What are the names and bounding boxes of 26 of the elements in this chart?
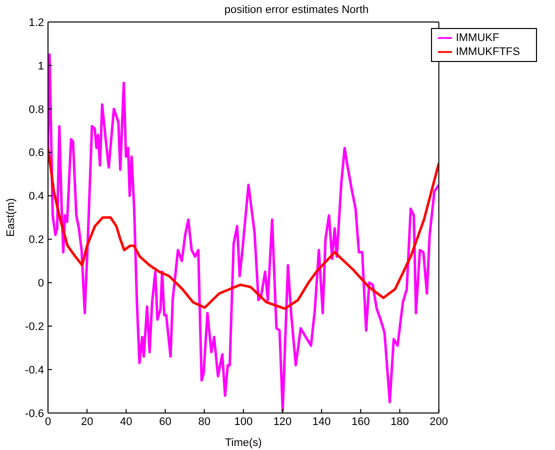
x-tick-label: 120	[273, 416, 292, 428]
y-tick-label: -0.6	[25, 408, 44, 420]
y-tick-label: -0.2	[25, 321, 44, 334]
x-tick-label: 60	[159, 416, 172, 428]
y-axis-title: East(m)	[4, 198, 17, 237]
x-tick-label: 200	[430, 416, 448, 428]
y-tick-label: 0	[38, 278, 44, 290]
x-axis-title: Time(s)	[224, 437, 262, 449]
legend-label: IMMUKFTFS	[456, 46, 520, 58]
y-tick-label: -0.4	[25, 364, 44, 376]
x-tick-label: 80	[198, 416, 210, 428]
x-tick-label: 160	[351, 416, 370, 428]
x-tick-label: 100	[234, 416, 253, 428]
chart-title: position error estimates North	[223, 4, 370, 16]
x-tick-label: 140	[312, 416, 331, 428]
line-series	[48, 146, 439, 310]
y-tick-label: 1	[38, 60, 44, 72]
y-tick-label: 0.4	[28, 190, 44, 203]
legend-label: IMMUKF	[456, 32, 500, 44]
y-tick-label: 0.8	[28, 104, 44, 116]
x-tick-label: 40	[120, 416, 132, 428]
x-tick-label: 180	[390, 416, 409, 428]
y-tick-label: 0.6	[28, 147, 44, 160]
y-tick-label: 0.2	[28, 234, 44, 246]
x-tick-label: 20	[80, 416, 94, 428]
y-tick-label: 1.2	[28, 16, 44, 29]
